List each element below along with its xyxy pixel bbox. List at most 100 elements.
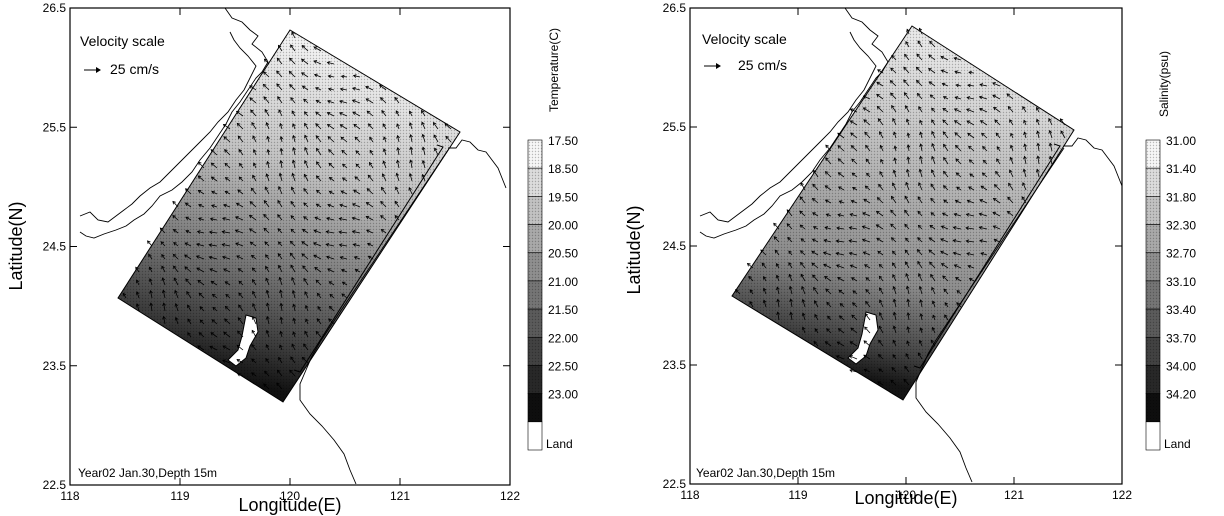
velocity-vector <box>777 299 780 308</box>
velocity-vector <box>836 355 845 360</box>
velocity-vector-head <box>878 312 883 316</box>
velocity-vector <box>940 56 949 61</box>
velocity-vector <box>956 186 962 191</box>
velocity-vector-head <box>196 230 201 234</box>
velocity-vector <box>263 228 270 234</box>
velocity-vector-head <box>891 366 895 371</box>
velocity-vector-head <box>315 203 320 208</box>
velocity-vector-head <box>197 161 202 166</box>
colorbar-level-label: 18.50 <box>548 162 578 176</box>
velocity-vector-head <box>289 57 293 62</box>
colorbar-cell-texture <box>528 252 542 281</box>
velocity-vector-head <box>408 187 412 191</box>
velocity-vector <box>223 331 231 338</box>
velocity-vector <box>827 315 832 321</box>
velocity-vector-head <box>237 135 242 140</box>
velocity-vector-head <box>917 237 921 241</box>
velocity-vector-head <box>304 291 308 295</box>
velocity-vector-head <box>863 354 867 359</box>
velocity-vector-head <box>930 212 935 216</box>
velocity-vector <box>891 55 897 61</box>
velocity-vector-head <box>943 199 947 203</box>
velocity-vector <box>342 281 348 286</box>
velocity-vector-head <box>249 85 253 89</box>
velocity-vector <box>409 173 413 182</box>
velocity-vector <box>279 123 283 130</box>
velocity-vector <box>813 226 819 230</box>
velocity-vector-head <box>965 239 970 244</box>
velocity-vector <box>919 169 923 178</box>
velocity-vector-head <box>903 378 907 383</box>
velocity-vector-head <box>903 92 908 96</box>
velocity-vector-head <box>236 344 241 349</box>
velocity-vector-head <box>955 158 959 162</box>
velocity-vector <box>799 196 806 204</box>
model-domain-outline <box>117 29 461 403</box>
velocity-vector <box>235 216 244 221</box>
colorbar-cell-texture <box>1146 280 1160 310</box>
velocity-vector <box>238 280 244 286</box>
velocity-vector-head <box>290 200 294 205</box>
velocity-vector <box>893 286 897 295</box>
velocity-vector-head <box>421 133 426 138</box>
velocity-vector <box>877 251 884 256</box>
velocity-vector <box>355 150 361 156</box>
velocity-vector-head <box>265 344 270 348</box>
colorbar-level-label: 34.20 <box>1166 388 1196 402</box>
velocity-vector <box>893 299 897 308</box>
velocity-vector <box>955 277 962 282</box>
velocity-vector <box>906 119 910 126</box>
velocity-vector <box>850 132 858 139</box>
velocity-vector-head <box>351 99 356 103</box>
velocity-vector <box>1036 107 1040 113</box>
velocity-vector <box>305 305 309 312</box>
velocity-vector-head <box>290 215 295 219</box>
velocity-vector-head <box>811 250 815 255</box>
velocity-vector-head <box>864 313 869 317</box>
colorbar-level-label: 33.10 <box>1166 275 1196 289</box>
velocity-vector <box>890 80 897 87</box>
velocity-vector <box>301 58 309 65</box>
velocity-vector <box>313 229 322 234</box>
velocity-vector <box>265 254 270 260</box>
velocity-vector-head <box>1009 144 1014 149</box>
velocity-vector <box>800 250 806 256</box>
velocity-vector-head <box>328 318 332 322</box>
velocity-vector-head <box>291 343 295 348</box>
velocity-vector <box>943 288 949 295</box>
velocity-vector <box>264 241 270 247</box>
velocity-vector-head <box>893 131 897 136</box>
velocity-vector <box>222 256 231 260</box>
velocity-vector <box>209 268 218 273</box>
velocity-vector <box>293 318 296 325</box>
velocity-vector <box>252 267 257 273</box>
velocity-vector <box>290 265 296 273</box>
colorbar-cell-texture <box>528 224 542 253</box>
velocity-vector <box>187 304 192 312</box>
velocity-vector-head <box>812 183 816 188</box>
velocity-vector-head <box>380 200 384 205</box>
velocity-vector-head <box>906 28 910 33</box>
velocity-vector <box>790 312 793 321</box>
velocity-vector-head <box>966 96 971 100</box>
velocity-vector <box>953 252 962 256</box>
velocity-vector <box>1060 130 1066 139</box>
velocity-vector <box>434 147 439 156</box>
velocity-vector <box>313 242 322 247</box>
velocity-vector-head <box>852 290 857 294</box>
colorbar-land-label: Land <box>1164 437 1191 451</box>
velocity-vector-head <box>813 300 818 304</box>
velocity-vector-head <box>198 203 202 208</box>
velocity-vector-head <box>340 268 345 273</box>
velocity-vector <box>1048 118 1053 126</box>
velocity-vector-head <box>813 340 817 345</box>
velocity-vector-head <box>1048 155 1053 160</box>
velocity-vector <box>930 94 936 100</box>
velocity-vector-head <box>222 345 227 349</box>
velocity-vector-head <box>916 249 921 253</box>
velocity-vector-head <box>918 339 923 344</box>
velocity-vector <box>326 217 335 221</box>
velocity-vector-head <box>789 298 793 303</box>
velocity-vector <box>917 261 923 269</box>
velocity-vector-head <box>301 241 306 245</box>
